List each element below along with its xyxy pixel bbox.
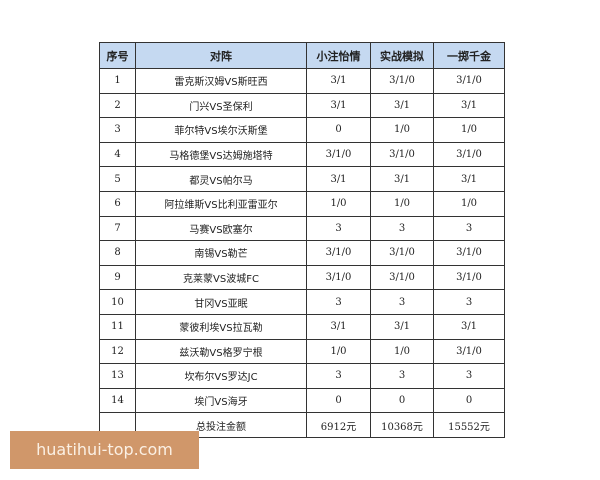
table-row: 9 克莱蒙VS波城FC 3/1/0 3/1/0 3/1/0 — [99, 264, 505, 291]
simulation-pick: 3/1/0 — [370, 141, 434, 168]
small-bet-pick: 3/1/0 — [306, 264, 371, 291]
simulation-pick: 1/0 — [370, 190, 434, 217]
small-bet-pick: 3 — [306, 363, 371, 389]
match-name: 坎布尔VS罗达JC — [135, 363, 307, 389]
small-bet-pick: 1/0 — [306, 190, 371, 217]
header-match: 对阵 — [135, 42, 307, 69]
simulation-pick: 1/0 — [370, 338, 434, 365]
table-row: 2 门兴VS圣保利 3/1 3/1 3/1 — [99, 92, 505, 119]
row-number: 14 — [99, 387, 136, 414]
small-bet-pick: 3 — [306, 289, 371, 315]
big-bet-pick: 3 — [433, 215, 505, 242]
simulation-pick: 3/1 — [370, 166, 434, 192]
match-name: 门兴VS圣保利 — [135, 92, 307, 119]
table-row: 11 蒙彼利埃VS拉瓦勒 3/1 3/1 3/1 — [99, 313, 505, 340]
match-name: 都灵VS帕尔马 — [135, 166, 307, 192]
simulation-pick: 3/1/0 — [370, 240, 434, 266]
big-bet-pick: 1/0 — [433, 190, 505, 217]
simulation-pick: 3 — [370, 215, 434, 242]
table-row: 3 菲尔特VS埃尔沃斯堡 0 1/0 1/0 — [99, 117, 505, 143]
small-bet-pick: 1/0 — [306, 338, 371, 365]
simulation-pick: 3 — [370, 289, 434, 315]
simulation-pick: 3/1/0 — [370, 264, 434, 291]
big-bet-pick: 3/1/0 — [433, 240, 505, 266]
table-row: 4 马格德堡VS达姆施塔特 3/1/0 3/1/0 3/1/0 — [99, 141, 505, 168]
match-name: 兹沃勒VS格罗宁根 — [135, 338, 307, 365]
small-bet-pick: 3/1/0 — [306, 141, 371, 168]
total-simulation: 10368元 — [370, 412, 434, 438]
big-bet-pick: 3/1 — [433, 313, 505, 340]
row-number: 3 — [99, 117, 136, 143]
big-bet-pick: 3/1/0 — [433, 338, 505, 365]
simulation-pick: 3/1 — [370, 313, 434, 340]
match-name: 菲尔特VS埃尔沃斯堡 — [135, 117, 307, 143]
table-row: 5 都灵VS帕尔马 3/1 3/1 3/1 — [99, 166, 505, 192]
header-big-bet: 一掷千金 — [433, 42, 505, 69]
table-row: 7 马赛VS欧塞尔 3 3 3 — [99, 215, 505, 242]
header-small-bet: 小注怡情 — [306, 42, 371, 69]
row-number: 9 — [99, 264, 136, 291]
match-name: 蒙彼利埃VS拉瓦勒 — [135, 313, 307, 340]
row-number: 7 — [99, 215, 136, 242]
small-bet-pick: 0 — [306, 387, 371, 414]
small-bet-pick: 3/1 — [306, 166, 371, 192]
match-name: 马赛VS欧塞尔 — [135, 215, 307, 242]
simulation-pick: 0 — [370, 387, 434, 414]
row-number: 6 — [99, 190, 136, 217]
match-name: 甘冈VS亚眠 — [135, 289, 307, 315]
simulation-pick: 3/1 — [370, 92, 434, 119]
big-bet-pick: 3/1/0 — [433, 141, 505, 168]
big-bet-pick: 3/1 — [433, 166, 505, 192]
row-number: 8 — [99, 240, 136, 266]
row-number: 2 — [99, 92, 136, 119]
match-name: 雷克斯汉姆VS斯旺西 — [135, 68, 307, 94]
small-bet-pick: 0 — [306, 117, 371, 143]
small-bet-pick: 3/1 — [306, 68, 371, 94]
table-row: 8 南锡VS勒芒 3/1/0 3/1/0 3/1/0 — [99, 240, 505, 266]
total-big-bet: 15552元 — [433, 412, 505, 438]
table-row: 10 甘冈VS亚眠 3 3 3 — [99, 289, 505, 315]
big-bet-pick: 0 — [433, 387, 505, 414]
table-row: 1 雷克斯汉姆VS斯旺西 3/1 3/1/0 3/1/0 — [99, 68, 505, 94]
big-bet-pick: 3/1/0 — [433, 68, 505, 94]
watermark: huatihui-top.com — [10, 431, 199, 469]
row-number: 13 — [99, 363, 136, 389]
small-bet-pick: 3/1 — [306, 92, 371, 119]
small-bet-pick: 3 — [306, 215, 371, 242]
small-bet-pick: 3/1 — [306, 313, 371, 340]
row-number: 1 — [99, 68, 136, 94]
row-number: 12 — [99, 338, 136, 365]
simulation-pick: 1/0 — [370, 117, 434, 143]
big-bet-pick: 3 — [433, 363, 505, 389]
row-number: 4 — [99, 141, 136, 168]
row-number: 5 — [99, 166, 136, 192]
table-row: 6 阿拉维斯VS比利亚雷亚尔 1/0 1/0 1/0 — [99, 190, 505, 217]
header-simulation: 实战模拟 — [370, 42, 434, 69]
simulation-pick: 3/1/0 — [370, 68, 434, 94]
match-name: 克莱蒙VS波城FC — [135, 264, 307, 291]
big-bet-pick: 3 — [433, 289, 505, 315]
match-name: 埃门VS海牙 — [135, 387, 307, 414]
total-row: 总投注金额 6912元 10368元 15552元 — [99, 412, 505, 438]
row-number: 10 — [99, 289, 136, 315]
match-name: 阿拉维斯VS比利亚雷亚尔 — [135, 190, 307, 217]
row-number: 11 — [99, 313, 136, 340]
big-bet-pick: 1/0 — [433, 117, 505, 143]
match-name: 南锡VS勒芒 — [135, 240, 307, 266]
big-bet-pick: 3/1 — [433, 92, 505, 119]
total-small-bet: 6912元 — [306, 412, 371, 438]
table-row: 14 埃门VS海牙 0 0 0 — [99, 387, 505, 414]
header-no: 序号 — [99, 42, 136, 69]
small-bet-pick: 3/1/0 — [306, 240, 371, 266]
table-row: 12 兹沃勒VS格罗宁根 1/0 1/0 3/1/0 — [99, 338, 505, 365]
header-row: 序号 对阵 小注怡情 实战模拟 一掷千金 — [99, 42, 505, 69]
big-bet-pick: 3/1/0 — [433, 264, 505, 291]
match-name: 马格德堡VS达姆施塔特 — [135, 141, 307, 168]
simulation-pick: 3 — [370, 363, 434, 389]
table-row: 13 坎布尔VS罗达JC 3 3 3 — [99, 363, 505, 389]
betting-table: 序号 对阵 小注怡情 实战模拟 一掷千金 1 雷克斯汉姆VS斯旺西 3/1 3/1/0… — [99, 42, 505, 438]
